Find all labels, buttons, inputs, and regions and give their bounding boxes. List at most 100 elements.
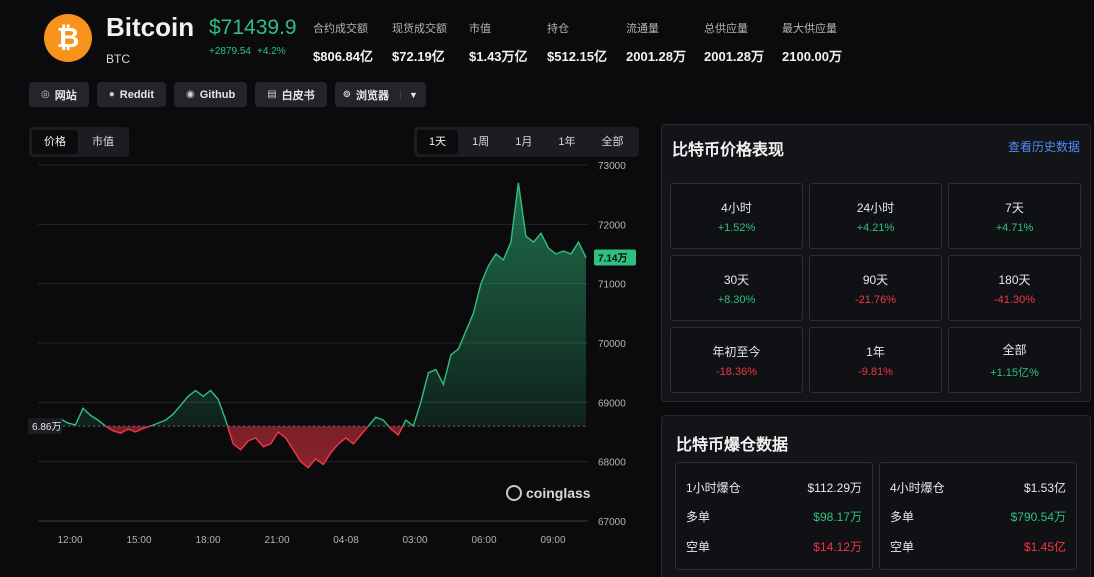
perf-cell-ytd: 年初至今 -18.36%	[670, 327, 803, 393]
stat-value: $1.43万亿	[469, 49, 528, 64]
price-performance-panel: 比特币价格表现 查看历史数据 4小时 +1.52% 24小时 +4.21% 7天 +4…	[661, 124, 1091, 402]
stat-label: 流通量	[626, 23, 659, 35]
liq-total-row: 1小时爆仓 $112.29万	[686, 479, 862, 496]
price-change-abs: +2879.54	[209, 46, 251, 57]
perf-value: +4.21%	[856, 221, 895, 234]
button-label: Github	[199, 88, 236, 101]
perf-cell-7d: 7天 +4.71%	[948, 183, 1081, 249]
tab-1m[interactable]: 1月	[515, 136, 533, 148]
price-line-down	[104, 426, 415, 469]
y-tick-label: 73000	[598, 161, 626, 172]
stat-label: 现货成交额	[392, 23, 447, 35]
website-button[interactable]: ◎ 网站	[29, 82, 89, 107]
panel-title: 比特币爆仓数据	[676, 437, 789, 454]
stat-label: 合约成交额	[313, 23, 368, 35]
stat-label: 持仓	[547, 23, 569, 35]
history-data-link[interactable]: 查看历史数据	[1007, 140, 1080, 154]
y-tick-label: 71000	[598, 280, 626, 291]
perf-cell-all: 全部 +1.15亿%	[948, 327, 1081, 393]
liq-label: 1小时爆仓	[686, 481, 741, 495]
coin-symbol: BTC	[106, 52, 130, 66]
liquidation-panel: 比特币爆仓数据 1小时爆仓 $112.29万 多单 $98.17万 空单 $14.12…	[661, 415, 1091, 577]
tab-1y[interactable]: 1年	[558, 136, 576, 148]
y-tick-label: 70000	[598, 339, 626, 350]
price-area-down	[53, 426, 586, 468]
bitcoin-logo-icon: ₿	[44, 14, 92, 62]
explorer-button[interactable]: ⊚ 浏览器 ▼	[334, 82, 426, 107]
chart-type-tabs: 价格 市值	[29, 127, 129, 157]
stat-label: 最大供应量	[782, 23, 837, 35]
liq-box-1h: 1小时爆仓 $112.29万 多单 $98.17万 空单 $14.12万	[675, 462, 873, 570]
perf-cell-30d: 30天 +8.30%	[670, 255, 803, 321]
stat-max-supply: 最大供应量 2100.00万	[782, 20, 842, 65]
x-tick-label: 15:00	[126, 535, 151, 546]
stat-value: $72.19亿	[392, 49, 445, 64]
github-icon: ◉	[186, 89, 195, 100]
stat-total-supply: 总供应量 2001.28万	[704, 20, 764, 65]
stat-label: 市值	[469, 23, 491, 35]
perf-value: +1.52%	[717, 221, 756, 234]
globe-icon: ◎	[41, 89, 50, 100]
perf-period: 7天	[1005, 200, 1024, 215]
baseline-label-bg	[28, 418, 62, 435]
whitepaper-button[interactable]: ▤ 白皮书	[255, 82, 327, 107]
price-change: +2879.54 +4.2%	[209, 46, 292, 57]
reddit-icon: ●	[108, 89, 115, 100]
perf-value: -21.76%	[855, 293, 896, 306]
price-area-up	[53, 182, 586, 427]
current-price-label: 7.14万	[598, 253, 627, 265]
link-buttons: ◎ 网站 ● Reddit ◉ Github ▤ 白皮书 ⊚ 浏览器 ▼	[29, 82, 426, 107]
tab-all[interactable]: 全部	[601, 136, 624, 148]
perf-value: +1.15亿%	[990, 366, 1039, 379]
liq-total: $1.53亿	[1023, 481, 1066, 495]
liq-short-row: 空单 $14.12万	[686, 538, 862, 555]
github-button[interactable]: ◉ Github	[174, 82, 248, 107]
stat-circulating-supply: 流通量 2001.28万	[626, 20, 686, 65]
liq-long-value: $790.54万	[1010, 510, 1066, 524]
price-chart[interactable]: 73000 72000 71000 70000 69000 68000 67000 12:00…	[28, 155, 648, 555]
y-tick-label: 67000	[598, 517, 626, 528]
perf-value: -9.81%	[858, 365, 893, 378]
liq-short-value: $14.12万	[813, 540, 862, 554]
current-price-tag	[594, 249, 636, 266]
stat-label: 总供应量	[704, 23, 748, 35]
stat-spot-volume: 现货成交额 $72.19亿	[392, 20, 447, 65]
perf-value: +8.30%	[717, 293, 756, 306]
button-label: Reddit	[119, 88, 155, 101]
perf-cell-24h: 24小时 +4.21%	[809, 183, 942, 249]
button-label: 白皮书	[281, 89, 315, 102]
reddit-button[interactable]: ● Reddit	[96, 82, 167, 107]
tab-price[interactable]: 价格	[32, 130, 78, 154]
perf-period: 全部	[1002, 342, 1027, 357]
liq-box-4h: 4小时爆仓 $1.53亿 多单 $790.54万 空单 $1.45亿	[879, 462, 1077, 570]
stat-open-interest: 持仓 $512.15亿	[547, 20, 607, 65]
perf-period: 年初至今	[712, 344, 761, 359]
x-tick-label: 04-08	[333, 535, 359, 546]
perf-period: 1年	[866, 344, 885, 359]
stat-value: 2001.28万	[704, 49, 764, 64]
range-tabs: 1天 1周 1月 1年 全部	[414, 127, 639, 157]
panel-title: 比特币价格表现	[672, 142, 785, 159]
perf-value: -41.30%	[994, 293, 1035, 306]
perf-cell-180d: 180天 -41.30%	[948, 255, 1081, 321]
current-price: $71439.9	[209, 16, 297, 39]
liq-short-label: 空单	[890, 540, 915, 554]
liq-label: 4小时爆仓	[890, 481, 945, 495]
tab-market-cap[interactable]: 市值	[92, 136, 114, 148]
y-tick-label: 72000	[598, 220, 626, 231]
tab-1w[interactable]: 1周	[472, 136, 490, 148]
button-label: 浏览器	[356, 89, 390, 102]
chevron-down-icon[interactable]: ▼	[400, 89, 418, 100]
liq-long-row: 多单 $98.17万	[686, 508, 862, 525]
stat-value: $806.84亿	[313, 49, 373, 64]
baseline-label: 6.86万	[32, 422, 61, 433]
tab-1d[interactable]: 1天	[417, 130, 459, 154]
perf-period: 30天	[723, 272, 750, 287]
performance-grid: 4小时 +1.52% 24小时 +4.21% 7天 +4.71% 30天 +8.30% …	[670, 183, 1081, 393]
chart-watermark: coinglass	[526, 485, 591, 501]
liq-total: $112.29万	[807, 481, 863, 495]
price-change-pct: +4.2%	[257, 46, 286, 57]
liq-short-value: $1.45亿	[1023, 540, 1066, 554]
perf-cell-1y: 1年 -9.81%	[809, 327, 942, 393]
button-label: 网站	[54, 89, 77, 102]
